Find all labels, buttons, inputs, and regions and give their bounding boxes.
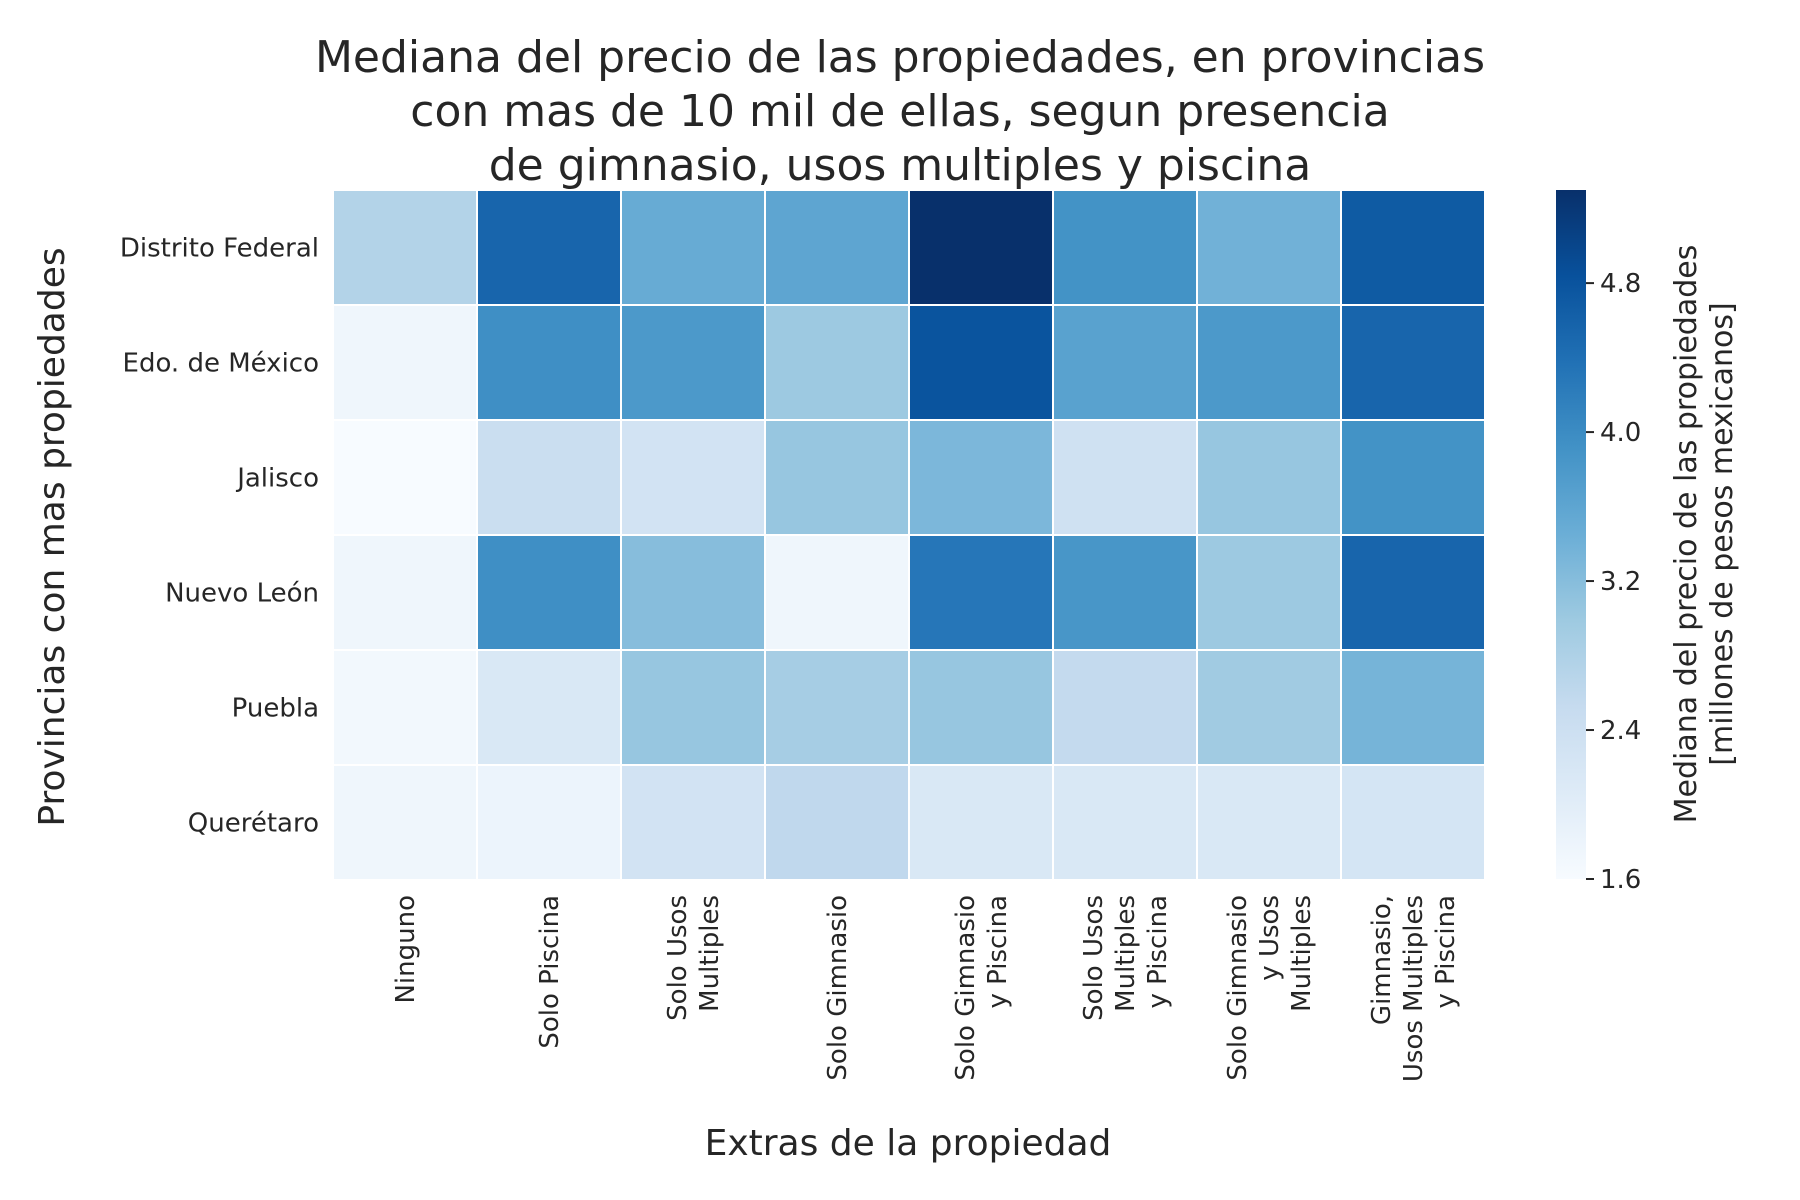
- x-tick-label: Solo Usos Multiples: [663, 895, 725, 1021]
- heatmap-cell: [1196, 189, 1342, 306]
- heatmap-cell: [1340, 534, 1486, 651]
- colorbar-tick-label: 4.8: [1600, 269, 1641, 299]
- x-tick-label-line: y Usos: [1255, 895, 1285, 981]
- heatmap-cell: [620, 189, 766, 306]
- heatmap-cell: [620, 304, 766, 421]
- heatmap-cell: [332, 189, 478, 306]
- heatmap-cell: [1196, 419, 1342, 536]
- x-tick-label: Solo Gimnasio y Usos Multiples: [1223, 895, 1317, 1081]
- x-tick-label-line: Solo Piscina: [535, 895, 565, 1049]
- heatmap-cell: [620, 649, 766, 766]
- heatmap-cell: [1340, 649, 1486, 766]
- x-tick-label-line: Ninguno: [391, 895, 421, 1004]
- x-tick-label: Solo Piscina: [535, 895, 565, 1049]
- heatmap-cell: [476, 419, 622, 536]
- x-tick-label: Solo Gimnasio y Piscina: [951, 895, 1013, 1081]
- heatmap-cell: [332, 304, 478, 421]
- y-tick-label: Querétaro: [188, 809, 319, 839]
- chart-title: Mediana del precio de las propiedades, e…: [315, 32, 1485, 191]
- heatmap-cell: [1340, 189, 1486, 306]
- heatmap-cell: [1196, 534, 1342, 651]
- colorbar-title-line: [millones de pesos mexicanos]: [1705, 302, 1740, 765]
- heatmap-cell: [1196, 304, 1342, 421]
- heatmap-cell: [332, 649, 478, 766]
- heatmap-cell: [908, 304, 1054, 421]
- y-tick-label: Jalisco: [235, 464, 319, 494]
- y-tick-labels: Distrito Federal Edo. de México Jalisco Nue…: [120, 234, 319, 839]
- heatmap-cell: [908, 534, 1054, 651]
- colorbar-tick-label: 1.6: [1600, 865, 1641, 895]
- colorbar-title-line: Mediana del precio de las propiedades: [1669, 245, 1704, 824]
- x-tick-label-line: Solo Gimnasio: [823, 895, 853, 1081]
- heatmap-cell: [908, 649, 1054, 766]
- heatmap-cell: [1052, 534, 1198, 651]
- y-tick-label: Edo. de México: [123, 349, 319, 379]
- title-line: Mediana del precio de las propiedades, e…: [315, 32, 1485, 83]
- x-tick-label-line: y Piscina: [1143, 895, 1173, 1008]
- x-tick-label-line: Solo Usos: [1079, 895, 1109, 1021]
- heatmap-cell: [764, 419, 910, 536]
- heatmap-cell: [1196, 649, 1342, 766]
- heatmap-cell: [476, 764, 622, 881]
- title-line: con mas de 10 mil de ellas, segun presen…: [410, 86, 1389, 137]
- heatmap-cell: [476, 649, 622, 766]
- heatmap-cell: [908, 419, 1054, 536]
- heatmap-cell: [1052, 649, 1198, 766]
- colorbar-tick-label: 4.0: [1600, 418, 1641, 448]
- x-tick-label-line: Solo Gimnasio: [1223, 895, 1253, 1081]
- heatmap-cell: [332, 534, 478, 651]
- heatmap-cell: [476, 189, 622, 306]
- colorbar-tick-label: 3.2: [1600, 567, 1641, 597]
- heatmap-cell: [1052, 189, 1198, 306]
- x-tick-label-line: Gimnasio,: [1367, 895, 1397, 1025]
- heatmap-cell: [764, 304, 910, 421]
- y-axis-title: Provincias con mas propiedades: [32, 247, 73, 826]
- heatmap-cell: [1340, 764, 1486, 881]
- heatmap-cell: [764, 189, 910, 306]
- y-tick-label: Nuevo León: [165, 579, 319, 609]
- heatmap-cell: [764, 764, 910, 881]
- x-tick-label-line: y Piscina: [983, 895, 1013, 1008]
- x-axis-title: Extras de la propiedad: [705, 1123, 1112, 1164]
- x-tick-label-line: Multiples: [1287, 895, 1317, 1012]
- colorbar-ticks: 1.6 2.4 3.2 4.0 4.8: [1586, 269, 1641, 895]
- title-line: de gimnasio, usos multiples y piscina: [489, 140, 1312, 191]
- heatmap-cell: [476, 534, 622, 651]
- x-tick-label: Ninguno: [391, 895, 421, 1004]
- heatmap-cell: [908, 764, 1054, 881]
- x-tick-label-line: Multiples: [695, 895, 725, 1012]
- x-tick-label-line: Solo Gimnasio: [951, 895, 981, 1081]
- x-tick-label-line: Solo Usos: [663, 895, 693, 1021]
- heatmap-cell: [620, 764, 766, 881]
- heatmap-cell: [1052, 419, 1198, 536]
- heatmap-cell: [764, 534, 910, 651]
- x-tick-label: Solo Usos Multiples y Piscina: [1079, 895, 1173, 1021]
- heatmap-cell: [332, 419, 478, 536]
- heatmap-cell: [908, 189, 1054, 306]
- heatmap-cell: [332, 764, 478, 881]
- heatmap-cell: [1052, 764, 1198, 881]
- x-tick-label: Gimnasio, Usos Multiples y Piscina: [1367, 895, 1461, 1082]
- colorbar-title: Mediana del precio de las propiedades [mi…: [1669, 245, 1740, 824]
- heatmap-cell: [1052, 304, 1198, 421]
- heatmap-cell: [620, 534, 766, 651]
- heatmap-cell: [1196, 764, 1342, 881]
- colorbar-tick-label: 2.4: [1600, 716, 1641, 746]
- y-tick-label: Distrito Federal: [120, 234, 319, 264]
- x-tick-label-line: Usos Multiples: [1399, 895, 1429, 1082]
- y-tick-label: Puebla: [232, 694, 319, 724]
- heatmap-cell: [764, 649, 910, 766]
- x-tick-labels: Ninguno Solo Piscina Solo Usos Multiples Sol…: [391, 895, 1461, 1082]
- heatmap-cell: [1340, 304, 1486, 421]
- x-tick-label: Solo Gimnasio: [823, 895, 853, 1081]
- x-tick-label-line: y Piscina: [1431, 895, 1461, 1008]
- heatmap-cell: [620, 419, 766, 536]
- heatmap-cell: [476, 304, 622, 421]
- heatmap-cells: [332, 189, 1486, 881]
- heatmap-cell: [1340, 419, 1486, 536]
- x-tick-label-line: Multiples: [1111, 895, 1141, 1012]
- colorbar: [1556, 190, 1586, 879]
